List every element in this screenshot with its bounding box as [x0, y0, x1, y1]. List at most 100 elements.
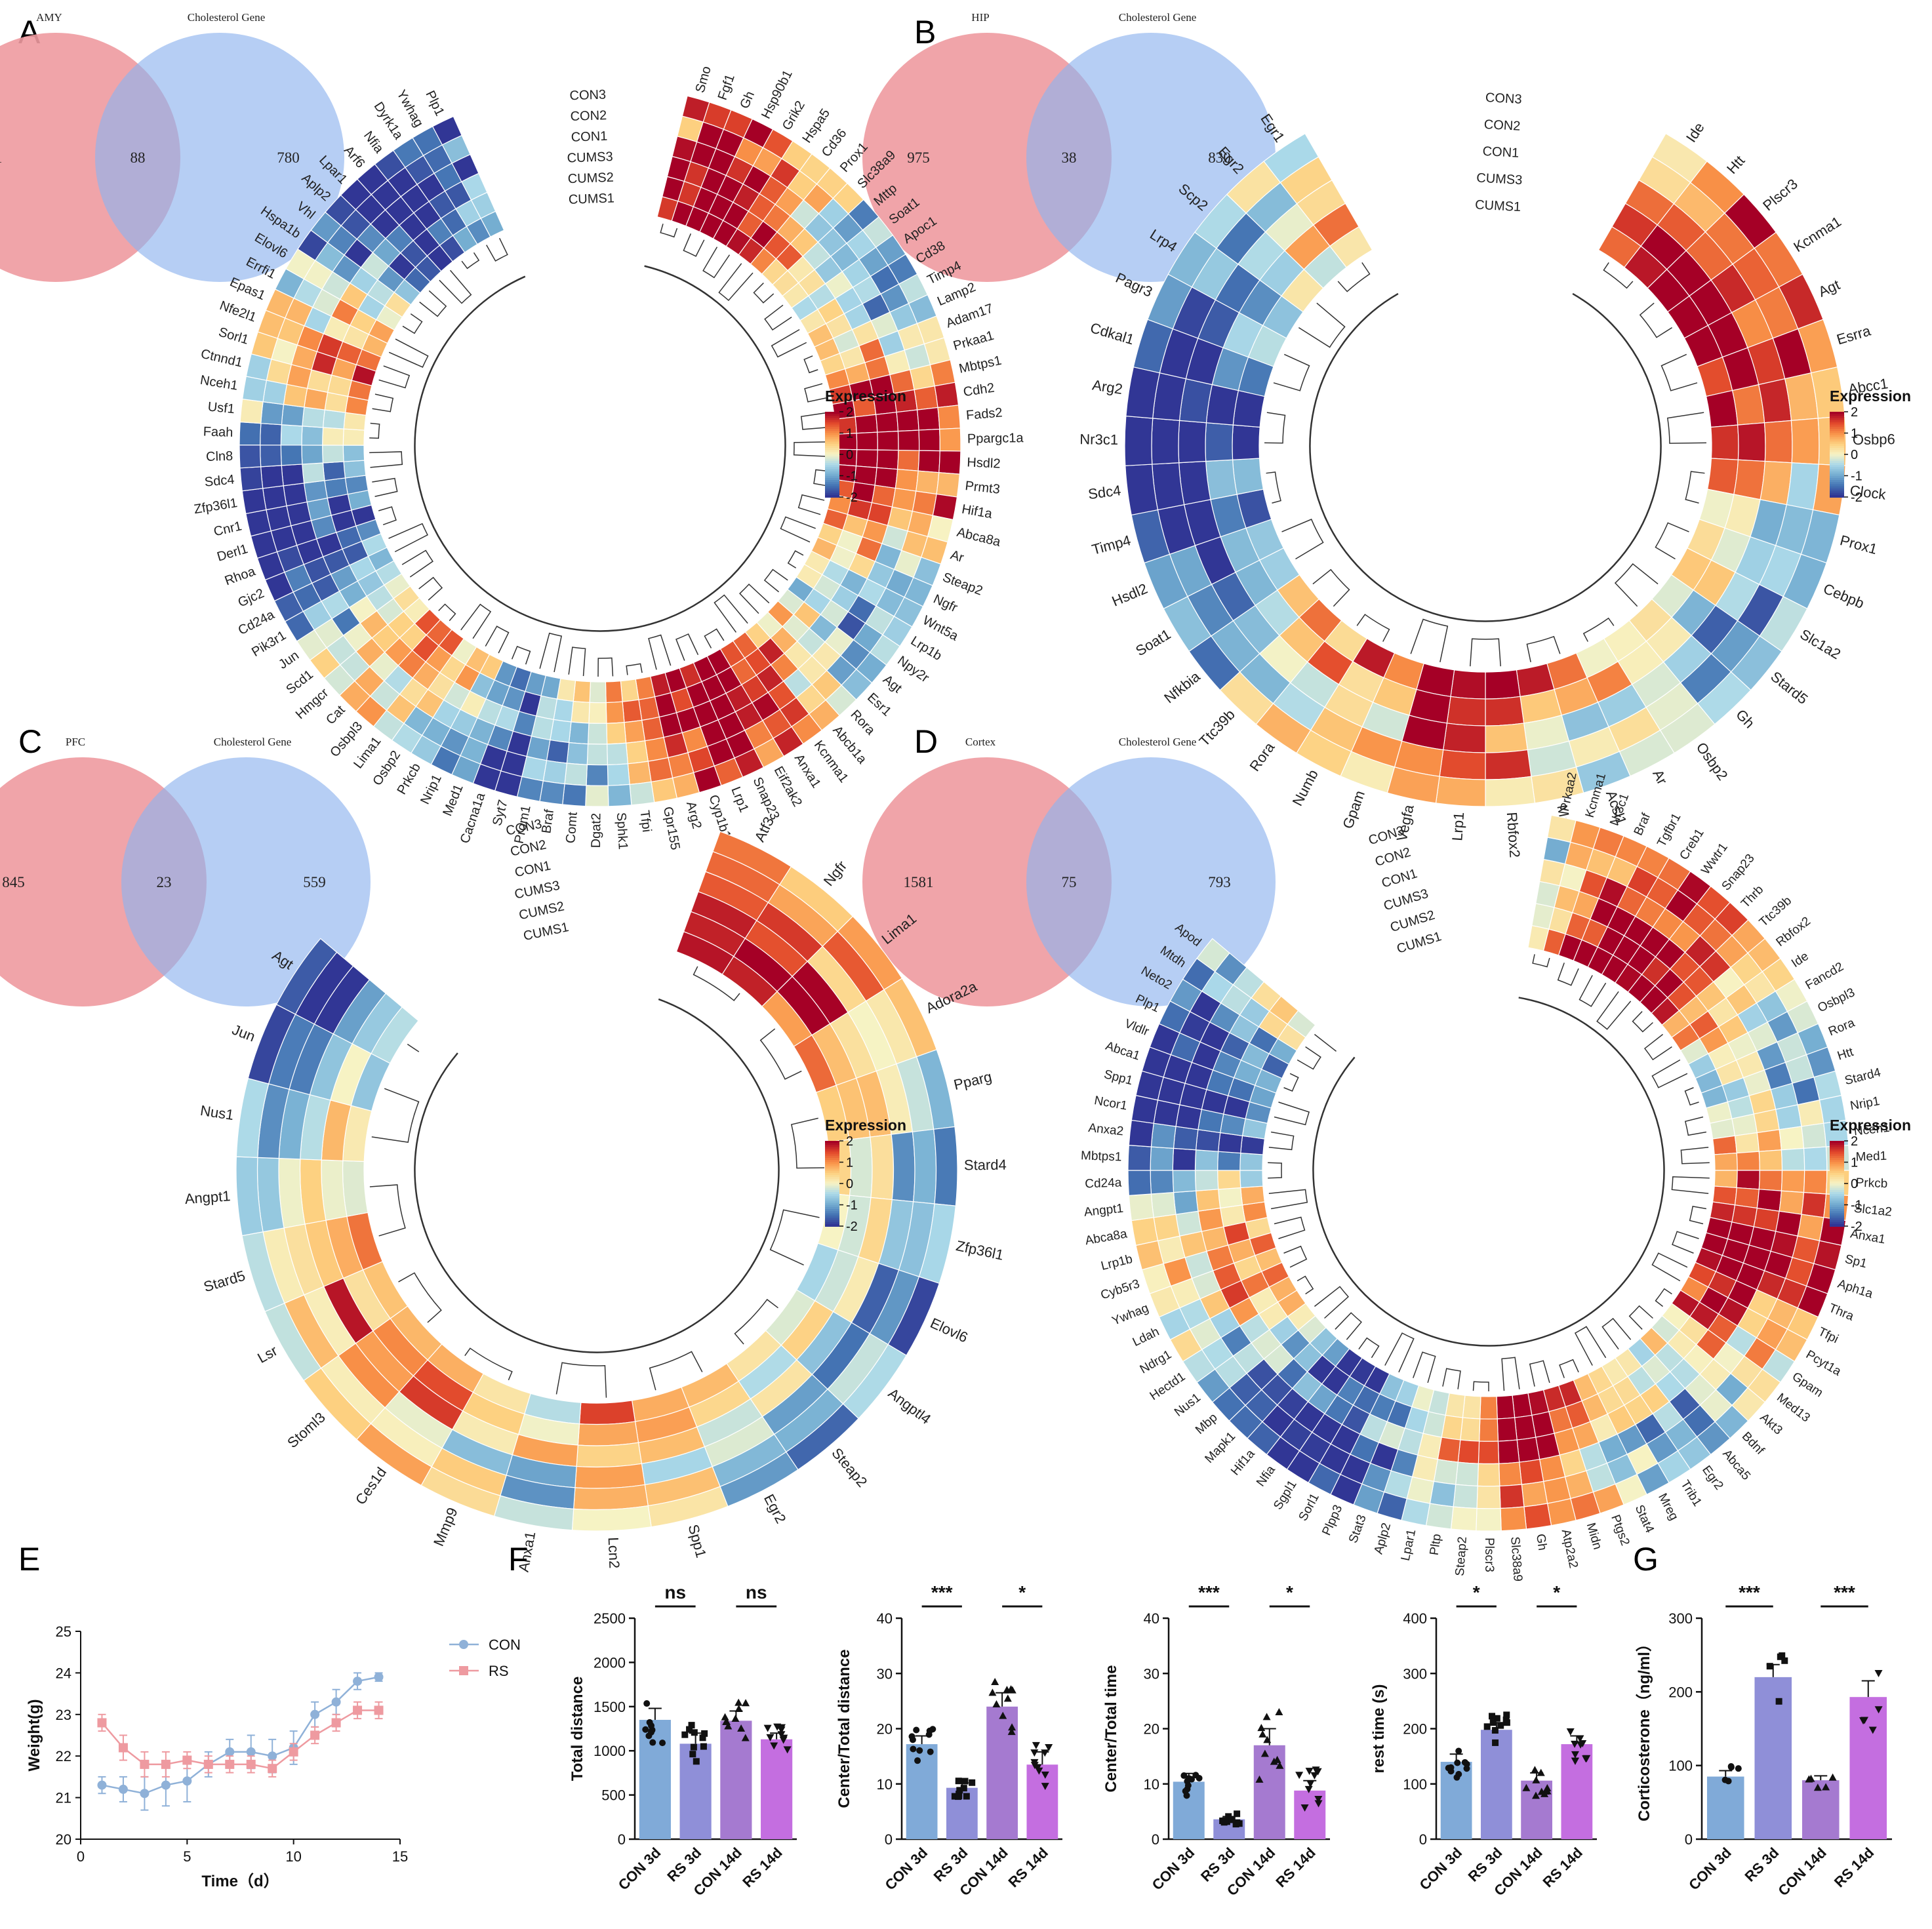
- category-label: CON 3d: [615, 1844, 664, 1894]
- series-con: CON: [97, 1637, 521, 1811]
- heatmap-cell: [1734, 1187, 1760, 1209]
- sample-label: CUMS3: [567, 149, 613, 165]
- data-dot: [963, 1793, 970, 1800]
- heatmap-cell: [1194, 1170, 1219, 1191]
- sample-label: CON3: [1485, 90, 1522, 107]
- dendrogram-branch: [438, 603, 456, 622]
- dendrogram-branch: [675, 633, 699, 661]
- dendrogram-branch: [1559, 1359, 1579, 1378]
- data-dot: [773, 1723, 782, 1731]
- venn-left-count: 845: [2, 874, 25, 890]
- legend-swatch: [1830, 1222, 1844, 1225]
- dendrogram-branch: [790, 1117, 824, 1169]
- heatmap-cell: [588, 702, 607, 724]
- data-dot: [1522, 1783, 1531, 1791]
- legend-swatch: [1830, 429, 1844, 432]
- dendrogram-branch: [1297, 1046, 1321, 1070]
- heatmap-cell: [1779, 1126, 1805, 1151]
- gene-label: Stard5: [202, 1267, 247, 1296]
- data-dot: [910, 1745, 917, 1753]
- bar: [1849, 1697, 1887, 1839]
- gene-label: Nus1: [199, 1102, 235, 1123]
- dendrogram-branch: [759, 1028, 802, 1080]
- heatmap-cell: [933, 1126, 958, 1206]
- legend-swatch: [825, 450, 839, 453]
- legend-swatch: [825, 437, 839, 441]
- venn-left-count: 1861: [0, 149, 3, 166]
- legend-swatch: [1830, 458, 1844, 462]
- dendrogram-branch: [1684, 1087, 1699, 1106]
- dendrogram-branch: [1655, 522, 1689, 560]
- legend-swatch: [1830, 469, 1844, 472]
- dendrogram-branch: [626, 663, 643, 675]
- data-dot: [969, 1779, 976, 1786]
- legend-swatch: [825, 463, 839, 466]
- gene-label: Mbp: [1193, 1411, 1220, 1437]
- data-dot: [1822, 1783, 1830, 1791]
- dendrogram-branch: [464, 1347, 513, 1381]
- dendrogram-branch: [555, 1362, 607, 1398]
- dendrogram-branch: [660, 224, 678, 238]
- data-dot: [1234, 1810, 1241, 1818]
- heatmap-cell: [562, 783, 587, 807]
- heatmap-cell: [605, 701, 625, 724]
- category-label: RS 14d: [1005, 1844, 1051, 1890]
- gene-label: Ptgs2: [1608, 1513, 1632, 1547]
- gene-label: Spp1: [685, 1522, 709, 1559]
- dendrogram-branch: [402, 313, 423, 334]
- data-dot: [690, 1743, 697, 1751]
- legend-marker: [459, 1666, 468, 1675]
- dendrogram-branch: [1268, 1131, 1295, 1151]
- gene-label: Sorl1: [1297, 1491, 1322, 1523]
- legend-tick-label: 2: [1851, 1134, 1858, 1149]
- data-dot: [956, 1787, 963, 1794]
- legend-swatch: [1830, 1166, 1844, 1170]
- dendrogram-branch: [1312, 568, 1350, 607]
- legend-tick-label: -1: [1851, 469, 1862, 484]
- gene-label: Hsdl2: [1110, 580, 1150, 610]
- legend-swatch: [1830, 1151, 1844, 1155]
- dendrogram-branch: [1529, 1360, 1550, 1387]
- y-tick-label: 300: [1668, 1610, 1693, 1627]
- heatmap-cell: [586, 744, 609, 766]
- gene-label: Midn: [1584, 1521, 1605, 1551]
- legend-swatch: [1830, 439, 1844, 443]
- heatmap-cell: [938, 450, 961, 475]
- gene-label: Angpt1: [184, 1187, 231, 1207]
- sample-label: CUMS2: [1388, 908, 1436, 936]
- dendrogram-branch: [1651, 1059, 1688, 1088]
- significance-label: ***: [1834, 1582, 1855, 1602]
- legend-swatch: [825, 1166, 839, 1170]
- legend-swatch: [825, 414, 839, 417]
- legend-swatch: [825, 1222, 839, 1225]
- y-tick-label: 1000: [594, 1743, 626, 1759]
- data-dot: [1576, 1735, 1584, 1743]
- panel-letter: F: [508, 1541, 529, 1578]
- heatmap-cell: [1172, 1170, 1197, 1193]
- data-dot: [1258, 1730, 1267, 1738]
- legend-swatch: [825, 1164, 839, 1167]
- legend-swatch: [825, 435, 839, 438]
- data-dot: [779, 1736, 788, 1744]
- dendrogram-branch: [1632, 1011, 1653, 1033]
- data-dot: [1196, 1774, 1203, 1781]
- legend-swatch: [1830, 473, 1844, 477]
- dendrogram-branch: [597, 657, 614, 677]
- heatmap-cell: [1485, 776, 1536, 807]
- dendrogram-branch: [1684, 1116, 1707, 1136]
- heatmap-cell: [855, 449, 878, 468]
- legend-swatch: [825, 1183, 839, 1187]
- heatmap-cell: [1217, 1151, 1241, 1171]
- data-dot: [1571, 1751, 1579, 1759]
- venn-left-count: 1581: [904, 874, 934, 890]
- gene-label: Lrp1b: [1100, 1252, 1134, 1273]
- legend-swatch: [1830, 1164, 1844, 1167]
- heatmap-cell: [1446, 696, 1486, 726]
- series-line: [102, 1676, 379, 1795]
- dendrogram-branch: [769, 1209, 820, 1265]
- heatmap-cell: [622, 699, 643, 723]
- gene-label: Sgpl1: [1271, 1478, 1300, 1512]
- heatmap-cell: [568, 721, 590, 745]
- bar: [679, 1743, 712, 1839]
